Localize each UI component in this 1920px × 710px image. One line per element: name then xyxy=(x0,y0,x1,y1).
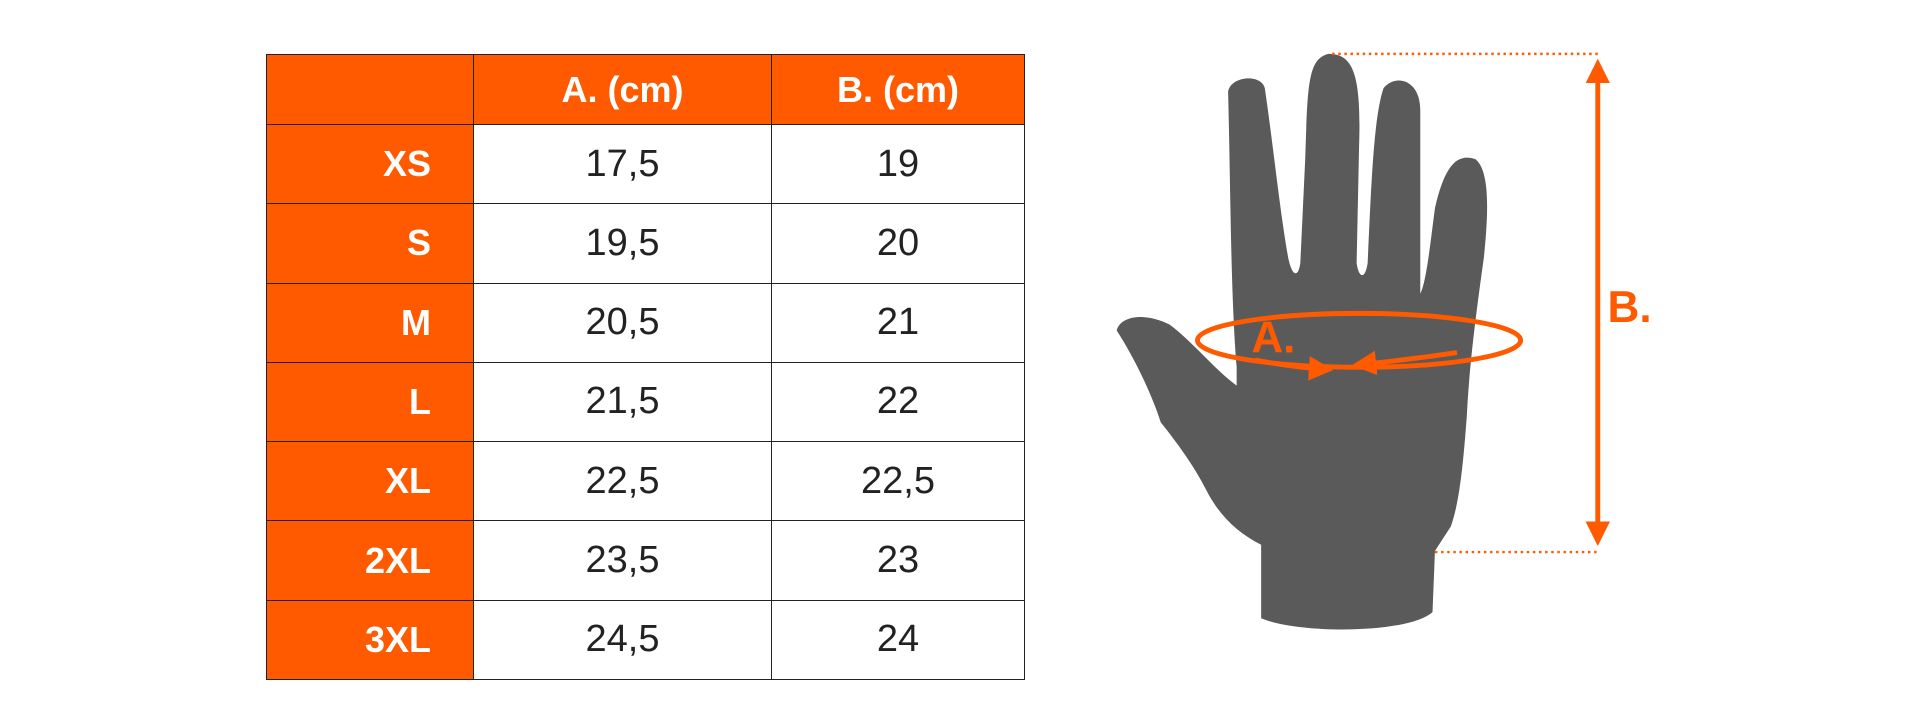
a-cell: 24,5 xyxy=(473,599,772,681)
hand-silhouette-icon xyxy=(1116,53,1488,630)
size-cell: M xyxy=(266,282,474,363)
a-cell: 17,5 xyxy=(473,123,772,205)
b-cell: 19 xyxy=(771,123,1025,205)
a-cell: 23,5 xyxy=(473,520,772,601)
table-row: 2XL 23,5 23 xyxy=(266,520,1025,601)
b-cell: 22,5 xyxy=(771,441,1025,522)
a-cell: 19,5 xyxy=(473,203,772,284)
table-row: XS 17,5 19 xyxy=(266,123,1025,205)
header-b: B. (cm) xyxy=(771,54,1025,125)
size-cell: XS xyxy=(266,123,474,205)
size-cell: S xyxy=(266,203,474,284)
table-row: 3XL 24,5 24 xyxy=(266,599,1025,681)
a-cell: 22,5 xyxy=(473,441,772,522)
header-a: A. (cm) xyxy=(473,54,772,125)
table-row: S 19,5 20 xyxy=(266,203,1025,284)
a-cell: 21,5 xyxy=(473,361,772,443)
size-chart-table: A. (cm) B. (cm) XS 17,5 19 S 19,5 20 M 20,5 21… xyxy=(266,54,1025,681)
b-cell: 21 xyxy=(771,282,1025,363)
b-cell: 22 xyxy=(771,361,1025,443)
label-b: B. xyxy=(1608,283,1652,332)
circumference-ellipse xyxy=(1195,310,1524,370)
size-cell: 3XL xyxy=(266,599,474,681)
table-row: XL 22,5 22,5 xyxy=(266,441,1025,522)
table-row: M 20,5 21 xyxy=(266,282,1025,363)
a-cell: 20,5 xyxy=(473,282,772,363)
arrow-a-left xyxy=(1254,356,1334,381)
table-row: L 21,5 22 xyxy=(266,361,1025,443)
arrow-a-right xyxy=(1351,350,1458,376)
label-a: A. xyxy=(1251,314,1295,363)
b-cell: 24 xyxy=(771,599,1025,681)
size-cell: 2XL xyxy=(266,520,474,601)
size-cell: L xyxy=(266,361,474,443)
b-cell: 20 xyxy=(771,203,1025,284)
header-row: A. (cm) B. (cm) xyxy=(266,54,1025,125)
size-cell: XL xyxy=(266,441,474,522)
b-cell: 23 xyxy=(771,520,1025,601)
header-size xyxy=(266,54,474,125)
